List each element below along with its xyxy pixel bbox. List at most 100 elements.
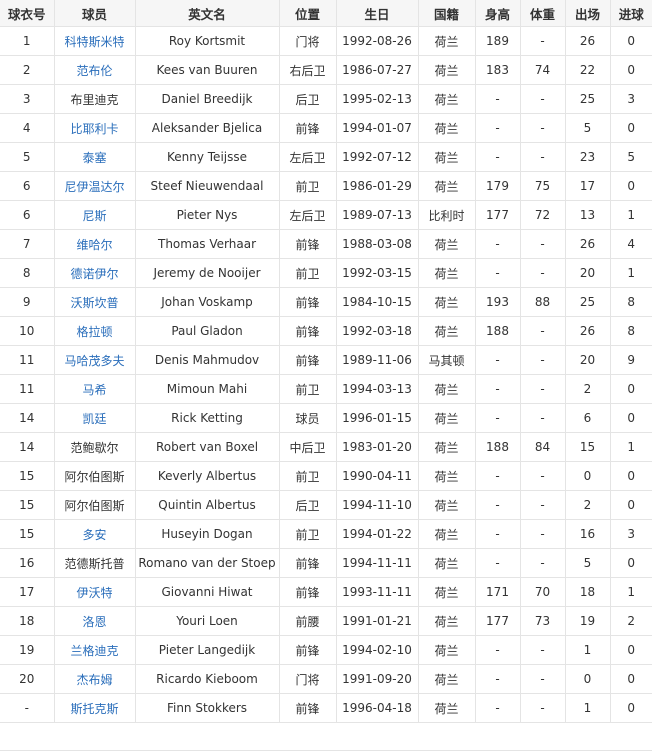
cell-nationality: 荷兰 <box>417 548 476 578</box>
cell-position: 前锋 <box>278 345 337 375</box>
cell-weight: 72 <box>519 200 566 230</box>
cell-weight: - <box>519 635 566 665</box>
player-link[interactable]: 科特斯米特 <box>64 34 125 49</box>
player-link[interactable]: 马哈茂多夫 <box>64 353 125 368</box>
table-row: 4 比耶利卡 Aleksander Bjelica 前锋 1994-01-07 荷兰 - -5… <box>0 113 652 143</box>
cell-weight: 88 <box>519 287 566 317</box>
cell-appearances: 19 <box>564 606 611 636</box>
cell-goals: 0 <box>609 374 652 404</box>
cell-appearances: 1 <box>564 635 611 665</box>
cell-weight: - <box>519 374 566 404</box>
cell-nationality: 荷兰 <box>417 403 476 433</box>
cell-name: 范鲍歇尔 <box>53 432 136 462</box>
cell-position: 前锋 <box>278 113 337 143</box>
cell-birthday: 1992-03-18 <box>335 316 419 346</box>
table-row: 9 沃斯坎普 Johan Voskamp 前锋 1984-10-15 荷兰 193 88 25 8 <box>0 287 652 317</box>
cell-goals: 0 <box>609 548 652 578</box>
cell-weight: - <box>519 664 566 694</box>
cell-name: 沃斯坎普 <box>53 287 136 317</box>
cell-height: 171 <box>474 577 521 607</box>
cell-name: 格拉顿 <box>53 316 136 346</box>
player-link[interactable]: 尼斯 <box>82 208 107 223</box>
player-link[interactable]: 马希 <box>82 382 107 397</box>
cell-name: 兰格迪克 <box>53 635 136 665</box>
cell-appearances: 18 <box>564 577 611 607</box>
cell-nationality: 马其顿 <box>417 345 476 375</box>
cell-name: 比耶利卡 <box>53 113 136 143</box>
cell-appearances: 0 <box>564 461 611 491</box>
header-english-name: 英文名 <box>134 0 280 27</box>
cell-birthday: 1986-01-29 <box>335 171 419 201</box>
table-row: 3 布里迪克 Daniel Breedijk 后卫 1995-02-13 荷兰 - -25 3 <box>0 84 652 114</box>
cell-position: 前卫 <box>278 171 337 201</box>
cell-appearances: 16 <box>564 519 611 549</box>
cell-nationality: 荷兰 <box>417 374 476 404</box>
cell-height: - <box>474 345 521 375</box>
cell-appearances: 23 <box>564 142 611 172</box>
cell-name: 斯托克斯 <box>53 693 136 723</box>
player-link[interactable]: 尼伊温达尔 <box>64 179 125 194</box>
cell-birthday: 1991-01-21 <box>335 606 419 636</box>
player-link[interactable]: 格拉顿 <box>76 324 113 339</box>
player-link[interactable]: 比耶利卡 <box>70 121 119 136</box>
player-name: 范鲍歇尔 <box>70 440 119 455</box>
cell-height: 177 <box>474 200 521 230</box>
cell-height: - <box>474 519 521 549</box>
player-link[interactable]: 杰布姆 <box>76 672 113 687</box>
table-row: 8 德诺伊尔 Jeremy de Nooijer 前卫 1992-03-15 荷兰 - -20… <box>0 258 652 288</box>
cell-appearances: 26 <box>564 229 611 259</box>
player-link[interactable]: 维哈尔 <box>76 237 113 252</box>
player-roster-table: 球衣号 球员 英文名 位置 生日 国籍 身高 体重 出场 进球 1 科特斯米特 Ro… <box>0 0 652 723</box>
cell-nationality: 荷兰 <box>417 171 476 201</box>
cell-goals: 0 <box>609 635 652 665</box>
player-link[interactable]: 伊沃特 <box>76 585 113 600</box>
cell-birthday: 1989-11-06 <box>335 345 419 375</box>
cell-position: 左后卫 <box>278 200 337 230</box>
cell-name: 阿尔伯图斯 <box>53 490 136 520</box>
cell-english: Rick Ketting <box>134 403 280 433</box>
cell-appearances: 20 <box>564 258 611 288</box>
cell-english: Huseyin Dogan <box>134 519 280 549</box>
cell-goals: 4 <box>609 229 652 259</box>
cell-height: - <box>474 374 521 404</box>
table-row: 18 洛恩 Youri Loen 前腰 1991-01-21 荷兰 177 73 19 2 <box>0 606 652 636</box>
cell-number: 3 <box>0 84 55 114</box>
table-row: 14 凯廷 Rick Ketting 球员 1996-01-15 荷兰 - -6 0 <box>0 403 652 433</box>
player-link[interactable]: 兰格迪克 <box>70 643 119 658</box>
player-link[interactable]: 范布伦 <box>76 63 113 78</box>
cell-appearances: 5 <box>564 548 611 578</box>
cell-birthday: 1992-07-12 <box>335 142 419 172</box>
cell-nationality: 荷兰 <box>417 461 476 491</box>
cell-height: 189 <box>474 26 521 56</box>
player-link[interactable]: 洛恩 <box>82 614 107 629</box>
cell-nationality: 荷兰 <box>417 55 476 85</box>
cell-weight: - <box>519 316 566 346</box>
player-link[interactable]: 斯托克斯 <box>70 701 119 716</box>
player-link[interactable]: 凯廷 <box>82 411 107 426</box>
cell-number: 9 <box>0 287 55 317</box>
cell-weight: - <box>519 693 566 723</box>
header-weight: 体重 <box>519 0 566 27</box>
header-nationality: 国籍 <box>417 0 476 27</box>
cell-name: 杰布姆 <box>53 664 136 694</box>
table-row: 20 杰布姆 Ricardo Kieboom 门将 1991-09-20 荷兰 - -0 0 <box>0 664 652 694</box>
player-link[interactable]: 多安 <box>82 527 107 542</box>
cell-weight: 73 <box>519 606 566 636</box>
cell-position: 前锋 <box>278 287 337 317</box>
cell-weight: - <box>519 519 566 549</box>
cell-weight: - <box>519 345 566 375</box>
cell-position: 左后卫 <box>278 142 337 172</box>
cell-appearances: 6 <box>564 403 611 433</box>
player-link[interactable]: 德诺伊尔 <box>70 266 119 281</box>
player-link[interactable]: 沃斯坎普 <box>70 295 119 310</box>
cell-goals: 0 <box>609 55 652 85</box>
cell-weight: - <box>519 548 566 578</box>
cell-goals: 1 <box>609 200 652 230</box>
cell-nationality: 荷兰 <box>417 577 476 607</box>
player-link[interactable]: 泰塞 <box>82 150 107 165</box>
table-row: 14 范鲍歇尔 Robert van Boxel 中后卫 1983-01-20 荷兰 188… <box>0 432 652 462</box>
cell-name: 维哈尔 <box>53 229 136 259</box>
cell-nationality: 荷兰 <box>417 316 476 346</box>
cell-goals: 0 <box>609 461 652 491</box>
cell-position: 前锋 <box>278 693 337 723</box>
